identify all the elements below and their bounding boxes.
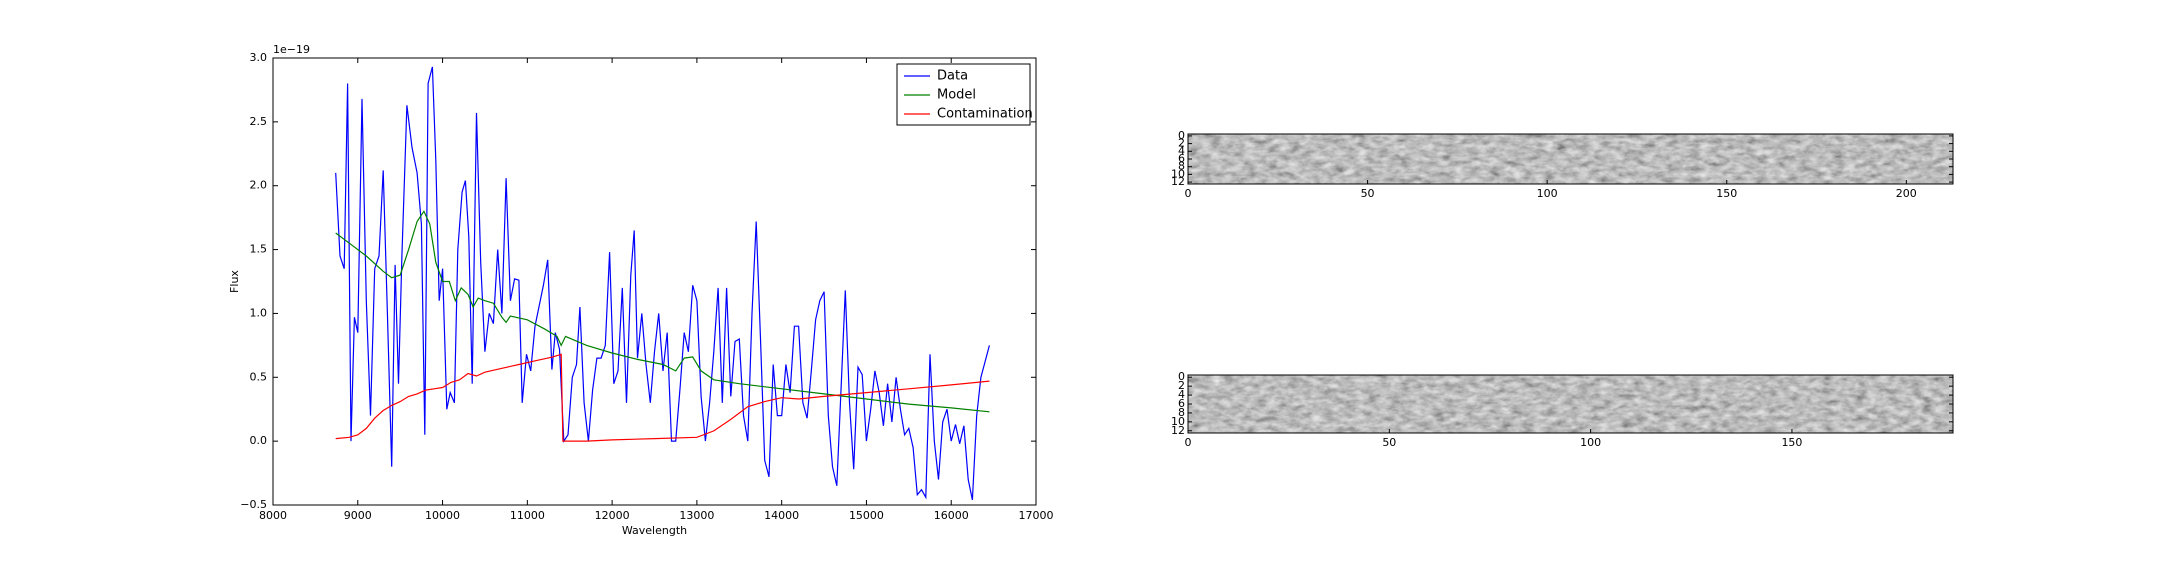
x-tick-label: 150 (1716, 187, 1737, 200)
legend-label: Contamination (937, 107, 1033, 122)
x-tick-label: 0 (1185, 436, 1192, 449)
y-tick-label: 0 (1178, 370, 1185, 383)
axes-frame (272, 57, 1037, 506)
y-tick-label: 10 (1171, 167, 1185, 180)
x-tick-label: 15000 (849, 509, 884, 522)
data-line (335, 210, 990, 413)
y-tick-label: 0.0 (250, 434, 268, 447)
x-tick-label: 50 (1382, 436, 1396, 449)
data-line (335, 353, 990, 442)
x-tick-label: 14000 (764, 509, 799, 522)
x-tick-label: 100 (1580, 436, 1601, 449)
y-axis-label: Flux (228, 270, 241, 293)
x-tick-label: 9000 (344, 509, 372, 522)
x-tick-label: 200 (1896, 187, 1917, 200)
x-tick-label: 8000 (259, 509, 287, 522)
y-tick-label: 0 (1178, 129, 1185, 142)
y-tick-label: 8 (1178, 406, 1185, 419)
y-tick-label: 1.5 (250, 243, 268, 256)
x-tick-label: 100 (1537, 187, 1558, 200)
y-tick-label: 4 (1178, 388, 1185, 401)
offset-label: 1e−19 (273, 43, 310, 56)
y-tick-label: 2 (1178, 137, 1185, 150)
y-tick-label: 3.0 (250, 51, 268, 64)
x-tick-label: 150 (1781, 436, 1802, 449)
y-tick-label: 10 (1171, 415, 1185, 428)
x-tick-label: 13000 (679, 509, 714, 522)
y-tick-label: 6 (1178, 152, 1185, 165)
x-tick-label: 10000 (425, 509, 460, 522)
x-tick-label: 11000 (510, 509, 545, 522)
spectrum-image (1188, 134, 1953, 184)
legend-label: Data (937, 69, 968, 84)
y-tick-label: 6 (1178, 397, 1185, 410)
y-tick-label: −0.5 (240, 498, 267, 511)
y-tick-label: 4 (1178, 144, 1185, 157)
y-tick-label: 8 (1178, 160, 1185, 173)
legend-label: Model (937, 88, 976, 103)
y-tick-label: 2.5 (250, 115, 268, 128)
x-tick-label: 16000 (934, 509, 969, 522)
x-tick-label: 12000 (595, 509, 630, 522)
spectrum-image (1188, 375, 1953, 433)
y-tick-label: 12 (1171, 175, 1185, 188)
y-tick-label: 2 (1178, 379, 1185, 392)
y-tick-label: 1.0 (250, 306, 268, 319)
data-line (335, 66, 990, 501)
x-tick-label: 17000 (1019, 509, 1054, 522)
y-tick-label: 12 (1171, 424, 1185, 437)
x-tick-label: 0 (1185, 187, 1192, 200)
y-tick-label: 2.0 (250, 179, 268, 192)
x-axis-label: Wavelength (622, 524, 687, 537)
x-tick-label: 50 (1361, 187, 1375, 200)
y-tick-label: 0.5 (250, 370, 268, 383)
